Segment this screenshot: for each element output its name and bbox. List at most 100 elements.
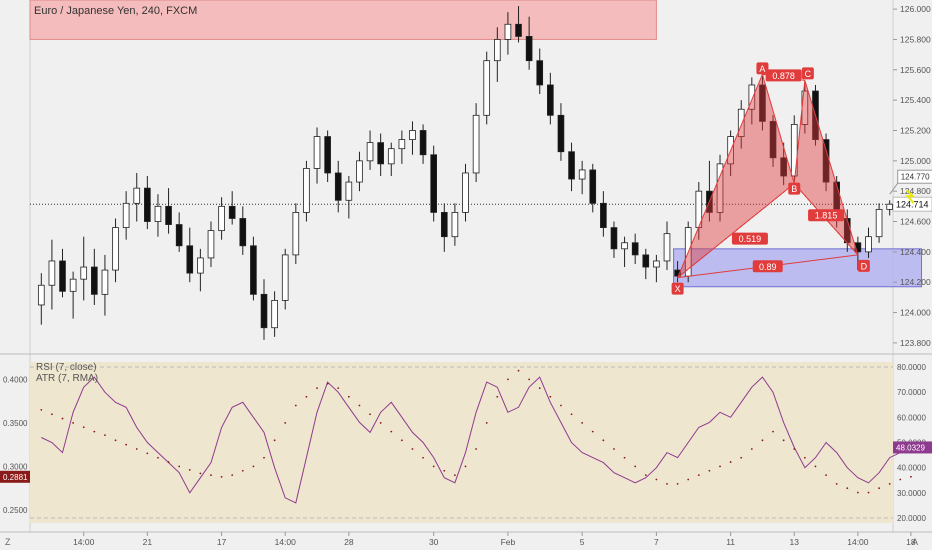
auto-scale-toggle[interactable]: A [912, 537, 919, 547]
atr-dot [114, 439, 117, 442]
candle-body [780, 157, 787, 177]
atr-dot [188, 469, 191, 471]
price-tick-label: 124.400 [900, 247, 931, 257]
time-label: 18 [906, 537, 916, 547]
candle-body [313, 136, 321, 169]
candle-body [716, 163, 724, 213]
candle-body [578, 169, 586, 180]
time-label: 14:00 [73, 537, 95, 547]
candle-body [218, 205, 225, 232]
candle-body [674, 269, 681, 277]
candle-body [462, 172, 469, 213]
candle-body [324, 136, 331, 174]
atr-dot [687, 478, 690, 481]
ratio-xad-bg [752, 260, 783, 273]
atr-dot [517, 369, 520, 372]
price-tick-label: 125.400 [900, 95, 931, 105]
time-label: 5 [580, 537, 585, 547]
ratio-abc-bg [765, 69, 802, 82]
pattern-point-c: C [805, 69, 812, 79]
pattern-point-d-bg [857, 259, 870, 272]
atr-dot [40, 408, 43, 411]
atr-dot [655, 478, 658, 481]
atr-dot [422, 456, 424, 459]
ratio-xab-bg [731, 232, 768, 245]
pattern-point-c-bg [801, 67, 814, 80]
atr-tick-label: 0.4000 [3, 375, 28, 384]
candle-body [122, 202, 130, 228]
atr-dot [538, 387, 541, 390]
atr-dot [910, 475, 912, 478]
ratio-bcd-bg [808, 209, 845, 222]
candle-body [186, 245, 194, 274]
atr-dot [581, 422, 584, 424]
candle-body [483, 60, 491, 116]
time-label: 7 [654, 537, 659, 547]
atr-dot [241, 469, 244, 472]
atr-dot [93, 430, 96, 433]
main-pane [30, 0, 893, 352]
rsi-value-label: 48.0329 [896, 443, 925, 452]
time-label: 21 [143, 537, 153, 547]
candle-body [144, 187, 151, 222]
atr-dot [697, 474, 700, 477]
atr-dot [761, 439, 764, 442]
candle-body [737, 108, 745, 137]
candle-body [175, 224, 183, 247]
atr-value-label: 0.2881 [3, 473, 28, 482]
candle-body [493, 39, 501, 62]
candle-body [854, 242, 862, 253]
last-price-label: 124.714 [896, 200, 929, 210]
candle-body [59, 260, 66, 292]
atr-dot [231, 474, 234, 477]
atr-dot [602, 439, 605, 442]
atr-dot [273, 439, 276, 442]
candle-body [69, 278, 77, 292]
pattern-point-b: B [791, 184, 797, 194]
atr-dot [125, 443, 128, 446]
candle-body [631, 242, 639, 256]
candle-body [260, 293, 268, 329]
atr-dot [294, 404, 297, 407]
candle-body [154, 205, 162, 222]
candle-body [228, 205, 236, 219]
candle-body [250, 245, 257, 295]
candle-body [91, 266, 98, 295]
pattern-xab-triangle [677, 72, 795, 279]
candle-body [101, 269, 109, 295]
candle-body [536, 60, 544, 86]
atr-dot [549, 395, 552, 398]
price-tick-label: 123.800 [900, 338, 931, 348]
ratio-xad: 0.89 [759, 262, 777, 272]
zoom-toggle-icon[interactable]: Z [5, 537, 11, 547]
candle-body [568, 151, 575, 180]
atr-dot [528, 378, 531, 381]
atr-dot [835, 482, 838, 485]
callout-price: 124.770 [901, 173, 930, 182]
price-tick-label: 125.800 [900, 34, 931, 44]
atr-dot [61, 417, 64, 420]
candle-body [642, 254, 650, 268]
atr-dot [634, 465, 637, 468]
atr-dot [400, 439, 403, 442]
time-label: 28 [344, 537, 354, 547]
atr-tick-label: 0.2500 [3, 506, 28, 515]
candle-body [547, 84, 554, 116]
callout-pointer [889, 182, 899, 195]
symbol-title: Euro / Japanese Yen, 240, FXCM [34, 5, 198, 17]
pattern-point-x: X [675, 284, 681, 294]
pattern-point-b-bg [788, 182, 801, 195]
atr-dot [507, 378, 509, 381]
atr-dot [284, 422, 287, 424]
atr-dot [570, 413, 573, 416]
atr-dot [199, 472, 202, 475]
atr-dot [623, 456, 626, 459]
pattern-point-a-bg [756, 62, 769, 75]
atr-dot [793, 448, 796, 450]
candle-body [430, 154, 438, 213]
candle-body [197, 257, 204, 274]
time-label: 13 [790, 537, 800, 547]
candle-body [557, 114, 565, 153]
candle-body [398, 139, 406, 150]
